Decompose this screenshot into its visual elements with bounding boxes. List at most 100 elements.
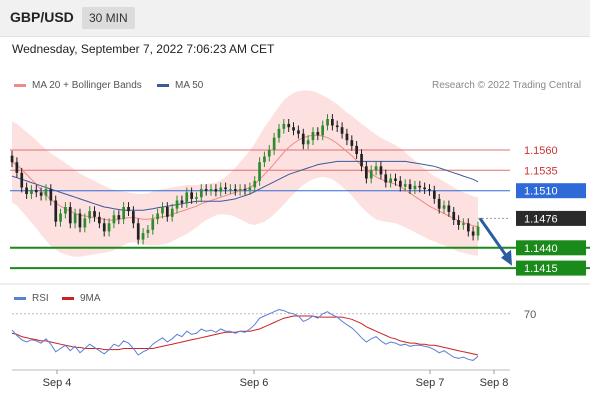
level-label-3: 1.1476 [524, 213, 558, 225]
candle-body-0 [10, 155, 14, 163]
candle-body-2 [20, 172, 24, 188]
level-label-2: 1.1510 [524, 186, 558, 198]
legend-ma20-label: MA 20 + Bollinger Bands [32, 80, 142, 91]
candle-body-38 [195, 197, 198, 199]
legend-rsi-label: RSI [32, 293, 49, 304]
candle-body-55 [277, 128, 281, 138]
candle-body-67 [335, 125, 339, 128]
rsi-ma-line [11, 315, 479, 356]
level-tag-4 [516, 240, 586, 256]
candle-body-37 [190, 192, 193, 199]
legend-ma50-swatch [157, 84, 169, 87]
rsi-line [11, 308, 479, 361]
candle-body-24 [127, 207, 130, 212]
candle-body-40 [204, 189, 208, 191]
candle-body-80 [399, 180, 402, 187]
candle-body-13 [73, 213, 77, 224]
x-tick-label-3: Sep 8 [480, 377, 509, 389]
legend-rsi-ma: 9MA [62, 293, 101, 304]
candle-body-31 [161, 207, 164, 214]
level-tag-5 [516, 260, 586, 276]
candle-body-42 [214, 189, 218, 192]
legend-rsi: RSI [14, 293, 49, 304]
candle-body-86 [428, 189, 431, 191]
candle-body-35 [180, 200, 184, 203]
candle-body-63 [316, 132, 320, 136]
legend-rsi-swatch [14, 297, 26, 300]
candle-body-65 [326, 119, 329, 126]
candle-body-26 [136, 223, 140, 240]
candle-body-30 [156, 213, 159, 220]
candle-body-71 [355, 145, 358, 154]
symbol-label: GBP/USD [10, 9, 74, 25]
candle-body-68 [340, 127, 344, 134]
credit-label: Research © 2022 Trading Central [432, 80, 582, 91]
candle-body-84 [418, 185, 422, 188]
legend-ma20-swatch [14, 84, 26, 87]
candle-body-90 [447, 205, 451, 212]
candle-body-57 [287, 123, 291, 128]
candle-body-22 [117, 215, 121, 220]
candle-body-28 [146, 229, 150, 234]
candle-body-16 [88, 211, 91, 219]
x-tick-label-0: Sep 4 [43, 377, 72, 389]
candle-body-6 [39, 192, 43, 196]
candle-body-49 [248, 187, 252, 190]
legend-ma20: MA 20 + Bollinger Bands [14, 80, 142, 91]
candle-body-61 [306, 140, 310, 145]
candle-body-14 [78, 213, 82, 228]
candle-body-8 [49, 189, 53, 201]
candle-body-23 [122, 207, 125, 220]
candle-body-11 [64, 207, 67, 214]
candle-body-89 [442, 205, 446, 209]
candle-body-94 [467, 223, 470, 232]
candle-body-29 [151, 219, 155, 230]
candle-body-58 [292, 127, 295, 131]
candle-body-78 [389, 178, 392, 183]
candle-body-85 [423, 187, 426, 190]
candle-body-69 [345, 133, 349, 141]
candle-body-20 [107, 223, 111, 232]
candle-body-82 [408, 184, 412, 190]
candle-body-5 [34, 189, 38, 193]
candle-body-54 [272, 137, 276, 150]
candle-body-92 [457, 220, 460, 225]
candle-body-83 [413, 185, 417, 190]
candle-body-10 [59, 213, 62, 222]
timeframe-button[interactable]: 30 MIN [82, 7, 135, 29]
level-tag-2 [516, 183, 586, 199]
forecast-arrow-line [478, 217, 511, 261]
candle-body-46 [234, 189, 237, 191]
candle-body-12 [68, 207, 72, 224]
candle-body-70 [350, 140, 354, 146]
candle-body-47 [238, 189, 242, 191]
candle-body-64 [321, 125, 324, 136]
candle-body-87 [433, 190, 436, 199]
candle-body-77 [384, 174, 388, 183]
candle-body-39 [200, 189, 203, 198]
candle-body-51 [258, 162, 261, 181]
x-tick-label-2: Sep 7 [416, 377, 445, 389]
candle-body-59 [297, 130, 300, 134]
candle-body-43 [219, 187, 223, 192]
level-label-1: 1.1535 [524, 165, 558, 177]
candle-body-93 [462, 223, 465, 225]
candle-body-3 [25, 187, 28, 194]
candle-body-48 [243, 189, 247, 191]
candle-body-18 [98, 216, 101, 224]
rsi-level-label-0: 70 [524, 309, 536, 321]
candle-body-7 [44, 189, 48, 196]
candle-body-52 [263, 156, 266, 163]
level-label-5: 1.1415 [524, 263, 558, 275]
candle-body-1 [15, 162, 19, 173]
candle-body-75 [374, 166, 378, 171]
candle-body-56 [282, 123, 286, 129]
level-label-0: 1.1560 [524, 145, 558, 157]
candle-body-74 [369, 170, 373, 179]
x-tick-label-1: Sep 6 [240, 377, 269, 389]
candle-body-53 [267, 150, 271, 157]
candle-body-73 [365, 166, 368, 179]
candle-body-72 [360, 154, 363, 167]
candle-body-32 [166, 207, 169, 217]
